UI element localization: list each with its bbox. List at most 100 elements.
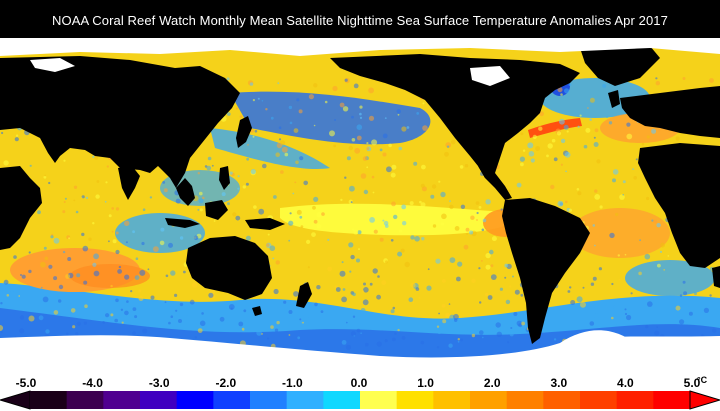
- speckle: [560, 93, 563, 96]
- speckle: [274, 328, 279, 332]
- speckle: [611, 316, 614, 320]
- speckle: [499, 287, 503, 291]
- speckle: [246, 157, 250, 161]
- speckle: [471, 333, 476, 338]
- speckle: [679, 294, 683, 297]
- speckle: [362, 156, 368, 161]
- land-australia: [186, 236, 272, 300]
- speckle: [487, 295, 493, 300]
- speckle: [570, 300, 576, 305]
- land-new-zealand: [296, 282, 312, 308]
- speckle: [299, 318, 302, 321]
- speckle: [682, 280, 686, 284]
- speckle: [632, 168, 634, 171]
- speckle: [81, 195, 85, 199]
- speckle: [345, 344, 351, 350]
- speckle: [278, 138, 282, 141]
- speckle: [85, 196, 89, 200]
- speckle: [3, 160, 9, 166]
- speckle: [43, 175, 47, 179]
- speckle: [539, 111, 544, 117]
- speckle: [376, 341, 382, 347]
- speckle: [244, 327, 247, 330]
- speckle: [62, 210, 66, 214]
- colorbar-unit: °C: [697, 375, 708, 385]
- speckle: [392, 306, 396, 310]
- speckle: [481, 228, 485, 232]
- speckle: [577, 191, 582, 196]
- speckle: [28, 269, 32, 274]
- speckle: [432, 224, 437, 228]
- speckle: [153, 246, 159, 253]
- colorbar-arrow-min: [0, 390, 31, 410]
- speckle: [283, 300, 287, 304]
- speckle: [211, 164, 214, 167]
- speckle: [351, 115, 354, 119]
- speckle: [688, 311, 693, 316]
- speckle: [295, 160, 299, 165]
- speckle: [284, 152, 289, 157]
- speckle: [410, 235, 415, 240]
- speckle: [356, 135, 362, 141]
- speckle: [130, 290, 133, 293]
- speckle: [577, 125, 580, 128]
- speckle: [372, 191, 375, 194]
- speckle: [530, 158, 535, 163]
- speckle: [398, 146, 403, 151]
- speckle: [391, 164, 397, 170]
- speckle: [624, 308, 627, 311]
- speckle: [547, 143, 553, 149]
- speckle: [365, 342, 369, 347]
- speckle: [84, 304, 88, 309]
- speckle: [294, 181, 297, 184]
- speckle: [356, 258, 360, 263]
- land-south-america: [502, 198, 590, 344]
- speckle: [513, 312, 518, 316]
- speckle: [401, 126, 407, 132]
- speckle: [96, 180, 100, 183]
- speckle: [382, 219, 385, 222]
- speckle: [94, 155, 99, 160]
- speckle: [115, 207, 120, 211]
- speckle: [150, 295, 155, 300]
- speckle: [397, 328, 400, 332]
- speckle: [293, 291, 299, 297]
- ice-regions: [0, 38, 720, 371]
- speckle: [383, 220, 389, 226]
- speckle: [112, 239, 117, 244]
- colorbar-swatch: [433, 391, 471, 409]
- speckle: [476, 211, 479, 215]
- speckle: [141, 241, 145, 246]
- speckle: [189, 299, 195, 305]
- land-uk: [608, 90, 620, 108]
- speckle: [397, 113, 400, 116]
- speckle: [92, 155, 95, 158]
- speckle: [520, 293, 524, 297]
- speckle: [250, 169, 256, 175]
- speckle: [350, 201, 353, 204]
- speckle: [162, 181, 166, 184]
- speckle: [341, 340, 347, 345]
- speckle: [402, 221, 407, 226]
- colorbar-swatch: [30, 391, 68, 409]
- speckle: [430, 194, 435, 199]
- speckle: [420, 183, 425, 188]
- speckle: [221, 192, 226, 197]
- colorbar-tick-label: 0.0: [350, 376, 368, 390]
- speckle: [228, 304, 235, 310]
- speckle: [377, 275, 380, 278]
- speckle: [608, 121, 613, 125]
- speckle: [454, 318, 458, 322]
- speckle: [125, 241, 128, 244]
- speckle: [288, 105, 293, 110]
- speckle: [265, 108, 268, 111]
- speckle: [300, 322, 305, 327]
- speckle: [334, 119, 337, 121]
- speckle: [456, 276, 461, 282]
- speckle: [535, 146, 540, 151]
- speckle: [371, 175, 375, 179]
- speckle: [606, 116, 608, 119]
- speckle: [448, 343, 453, 348]
- speckle: [106, 165, 109, 168]
- speckle: [350, 331, 356, 337]
